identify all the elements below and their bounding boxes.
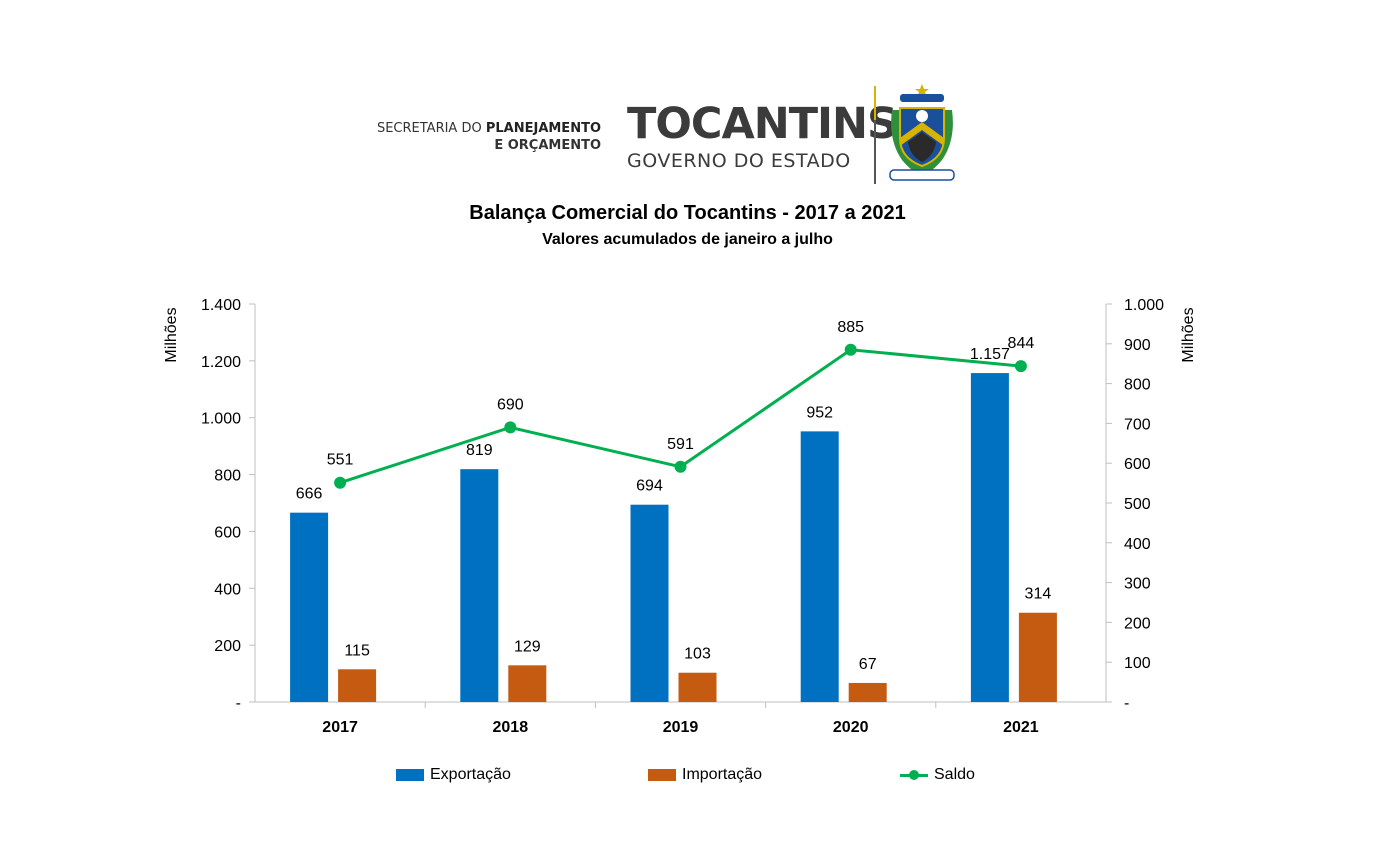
secretaria-line2: E ORÇAMENTO — [494, 138, 601, 153]
brand-subtitle: GOVERNO DO ESTADO — [627, 150, 851, 172]
y-left-tick-label: 600 — [214, 524, 241, 541]
data-label-exportacao: 666 — [296, 486, 323, 503]
secretaria-logo-text: SECRETARIA DO PLANEJAMENTO E ORÇAMENTO — [358, 120, 601, 154]
data-label-exportacao: 952 — [806, 404, 833, 421]
y-left-tick-label: 1.200 — [201, 354, 241, 371]
legend-swatch-exportacao — [396, 769, 424, 781]
bar-importacao — [848, 682, 887, 702]
point-saldo — [844, 343, 857, 356]
data-label-exportacao: 694 — [636, 478, 663, 495]
legend-item-saldo: Saldo — [900, 766, 975, 784]
legend-item-importacao: Importação — [648, 766, 762, 784]
data-label-saldo: 591 — [667, 436, 694, 453]
legend-label-importacao: Importação — [682, 766, 763, 783]
secretaria-prefix: SECRETARIA DO — [376, 121, 486, 136]
y-left-tick-label: 400 — [214, 581, 241, 598]
legend-swatch-importacao — [648, 769, 676, 781]
y-right-axis-title: Milhões — [1180, 307, 1197, 362]
data-label-saldo: 690 — [497, 396, 524, 413]
data-label-exportacao: 1.157 — [970, 346, 1010, 363]
data-label-saldo: 844 — [1008, 335, 1035, 352]
bar-exportacao — [970, 373, 1009, 702]
bar-importacao — [1018, 612, 1057, 702]
tocantins-logo: TOCANTINS GOVERNO DO ESTADO — [627, 99, 898, 172]
bar-importacao — [678, 672, 717, 702]
y-left-tick-label: 200 — [214, 638, 241, 655]
point-saldo — [334, 476, 347, 489]
y-left-tick-label: 1.400 — [201, 297, 241, 314]
legend-label-exportacao: Exportação — [430, 766, 511, 783]
bar-exportacao — [290, 512, 329, 702]
chart-legend: Exportação Importação Saldo — [0, 766, 1375, 790]
data-label-exportacao: 819 — [466, 442, 493, 459]
brand-name: TOCANTINS — [627, 99, 898, 149]
y-left-axis-title: Milhões — [163, 307, 180, 362]
data-label-importacao: 314 — [1025, 586, 1052, 603]
y-right-tick-label: 1.000 — [1124, 297, 1164, 314]
y-right-tick-label: 500 — [1124, 496, 1151, 513]
y-right-tick-label: 600 — [1124, 456, 1151, 473]
y-left-tick-label: 800 — [214, 468, 241, 485]
y-right-tick-label: 800 — [1124, 377, 1151, 394]
x-tick-label: 2017 — [322, 719, 358, 736]
x-tick-label: 2021 — [1003, 719, 1039, 736]
data-label-saldo: 551 — [327, 452, 354, 469]
y-right-tick-label: 700 — [1124, 416, 1151, 433]
point-saldo — [674, 460, 687, 473]
y-right-tick-label: - — [1124, 695, 1129, 712]
data-label-importacao: 115 — [344, 642, 370, 659]
y-right-tick-label: 400 — [1124, 536, 1151, 553]
legend-item-exportacao: Exportação — [396, 766, 511, 784]
header: SECRETARIA DO PLANEJAMENTO E ORÇAMENTO T… — [0, 80, 1375, 190]
data-label-saldo: 885 — [837, 319, 864, 336]
legend-swatch-saldo — [900, 769, 928, 781]
data-label-importacao: 67 — [859, 656, 877, 673]
legend-label-saldo: Saldo — [934, 766, 975, 783]
bar-importacao — [508, 665, 547, 702]
x-tick-label: 2020 — [833, 719, 869, 736]
y-right-tick-label: 900 — [1124, 337, 1151, 354]
logo-divider — [874, 86, 876, 184]
x-tick-label: 2019 — [663, 719, 699, 736]
chart-subtitle: Valores acumulados de janeiro a julho — [542, 231, 833, 248]
y-right-tick-label: 200 — [1124, 615, 1151, 632]
bar-importacao — [338, 669, 377, 702]
bar-exportacao — [630, 504, 669, 702]
y-right-tick-label: 300 — [1124, 576, 1151, 593]
bar-exportacao — [800, 431, 839, 702]
y-left-tick-label: - — [236, 695, 241, 712]
point-saldo — [1014, 360, 1027, 373]
chart-title: Balança Comercial do Tocantins - 2017 a … — [469, 202, 906, 224]
secretaria-bold: PLANEJAMENTO — [485, 121, 601, 136]
x-tick-label: 2018 — [493, 719, 529, 736]
data-label-importacao: 103 — [684, 646, 711, 663]
y-left-tick-label: 1.000 — [201, 411, 241, 428]
point-saldo — [504, 421, 517, 434]
bar-exportacao — [460, 469, 499, 702]
y-right-tick-label: 100 — [1124, 655, 1151, 672]
coat-of-arms-icon — [889, 84, 955, 181]
data-label-importacao: 129 — [514, 638, 541, 655]
